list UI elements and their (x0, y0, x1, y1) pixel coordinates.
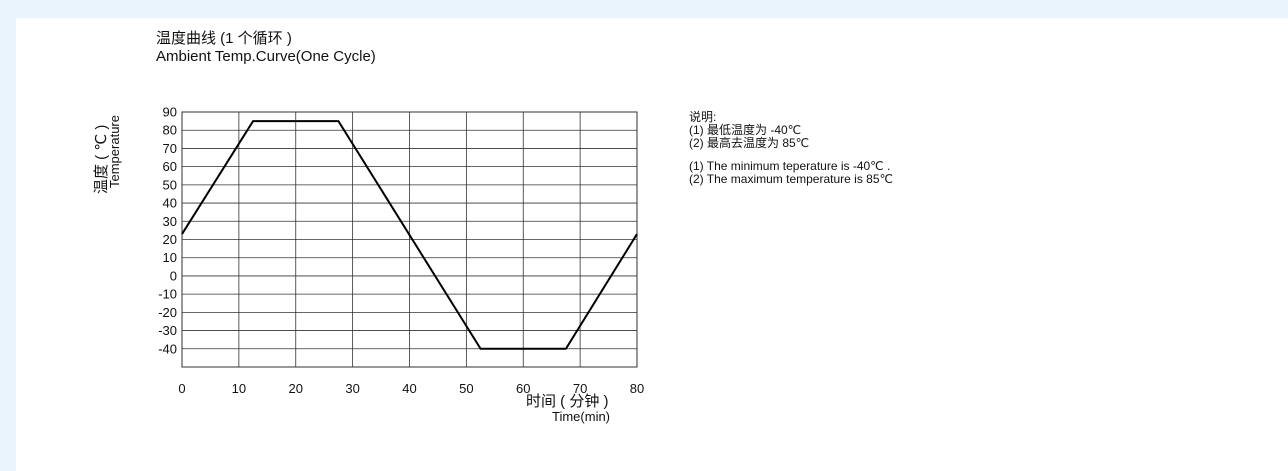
y-tick-label: -10 (158, 287, 177, 302)
x-tick-label: 60 (516, 381, 530, 396)
y-tick-labels: 90 80 70 60 50 40 30 20 10 0 -10 -20 -30 -40 (158, 105, 177, 357)
x-axis-label-en: Time(min) (552, 409, 611, 424)
note-en-min: (1) The minimum teperature is -40℃ . (689, 159, 891, 173)
x-tick-label: 0 (178, 381, 185, 396)
note-en-max: (2) The maximum temperature is 85℃ (689, 172, 893, 186)
note-cn-max: (2) 最高去温度为 85℃ (689, 136, 810, 150)
y-tick-label: 80 (163, 123, 177, 138)
x-tick-label: 70 (573, 381, 587, 396)
y-tick-label: -30 (158, 323, 177, 338)
y-tick-label: -20 (158, 305, 177, 320)
y-tick-label: -40 (158, 341, 177, 356)
note-cn-min: (1) 最低温度为 -40℃ (689, 123, 802, 137)
series-layer (181, 120, 638, 350)
y-tick-label: 10 (163, 250, 177, 265)
y-tick-label: 20 (163, 232, 177, 247)
temperature-curve (181, 120, 638, 350)
notes-heading: 说明: (689, 110, 717, 124)
y-tick-label: 30 (163, 214, 177, 229)
notes-panel: 说明: (1) 最低温度为 -40℃ (2) 最高去温度为 85℃ (1) Th… (689, 111, 893, 186)
chart-title-en: Ambient Temp.Curve(One Cycle) (156, 48, 376, 65)
chart-panel (16, 18, 1288, 471)
x-tick-label: 30 (345, 381, 359, 396)
y-tick-label: 60 (163, 159, 177, 174)
y-tick-label: 50 (163, 177, 177, 192)
x-axis-label-cn: 时间 ( 分钟 ) (526, 393, 609, 410)
y-tick-label: 0 (170, 268, 177, 283)
y-tick-label: 90 (163, 105, 177, 120)
x-tick-label: 20 (289, 381, 303, 396)
chart-title-cn: 温度曲线 (1 个循环 ) (156, 30, 292, 47)
y-tick-label: 40 (163, 196, 177, 211)
grid (181, 111, 638, 368)
x-tick-label: 50 (459, 381, 473, 396)
x-tick-labels: 0 10 20 30 40 50 60 70 80 (178, 381, 644, 396)
x-tick-label: 40 (402, 381, 416, 396)
y-tick-label: 70 (163, 141, 177, 156)
x-tick-label: 80 (630, 381, 644, 396)
x-tick-label: 10 (232, 381, 246, 396)
